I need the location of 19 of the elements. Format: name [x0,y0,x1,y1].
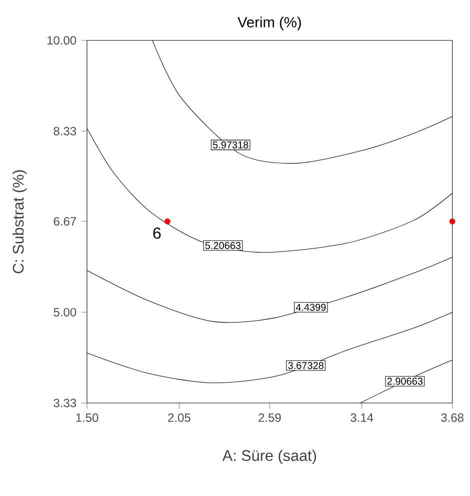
y-tick-label: 6.67 [54,217,76,226]
x-tick-label: 2.59 [258,413,281,422]
annotation: 6 [153,227,161,239]
y-tick-label: 5.00 [54,308,76,316]
y-axis-title: C: Substrat (%) [12,170,27,274]
x-tick-label: 3.68 [441,413,464,422]
series-label: 5.97318 [212,141,248,148]
y-tick-label: 10.00 [47,36,76,45]
series-label: 2.90663 [387,378,423,385]
x-tick-label: 3.14 [350,413,374,422]
series-label: 5.20663 [205,242,241,250]
x-tick-label: 2.05 [168,413,190,422]
y-tick-label: 8.33 [54,126,76,136]
x-axis-title: A: Süre (saat) [222,450,316,464]
series-label: 3.67328 [288,362,324,370]
series-label: 4.4399 [296,304,326,311]
x-tick-label: 1.50 [76,413,98,422]
y-tick-label: 3.33 [54,398,76,408]
chart-title: Verim (%) [238,16,301,30]
